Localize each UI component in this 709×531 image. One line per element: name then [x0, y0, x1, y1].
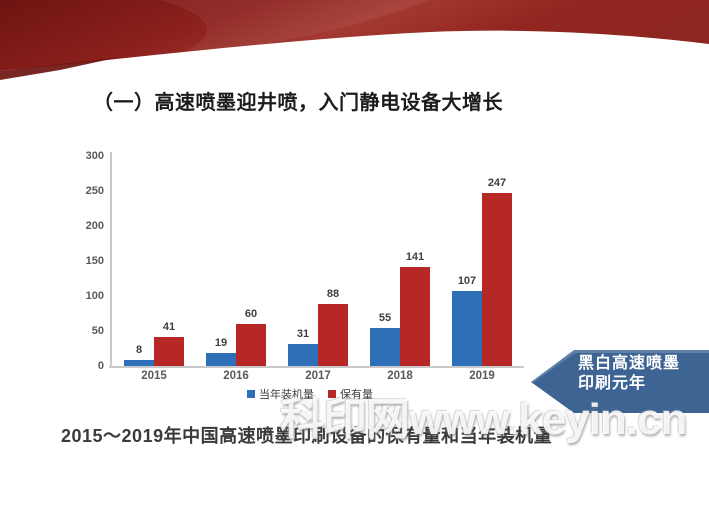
callout-banner: 黑白高速喷墨 印刷元年	[526, 347, 709, 414]
x-axis-line	[109, 366, 524, 368]
bar-当年装机量-2019	[452, 291, 482, 366]
x-tick-label-2015: 2015	[141, 370, 167, 382]
y-tick-label: 100	[85, 290, 104, 302]
bar-保有量-2019	[482, 193, 512, 366]
legend-swatch-icon	[247, 390, 255, 398]
bar-当年装机量-2016	[206, 352, 236, 366]
legend-label: 当年装机量	[259, 389, 314, 401]
bar-value-label: 141	[405, 251, 425, 264]
y-tick-label: 300	[85, 150, 104, 162]
callout-line2: 印刷元年	[578, 375, 647, 392]
bar-当年装机量-2018	[370, 327, 400, 366]
legend-item-保有量: 保有量	[328, 386, 373, 402]
bar-value-label: 60	[244, 308, 258, 320]
bar-保有量-2016	[236, 324, 266, 366]
banner-main-shape	[0, 0, 709, 71]
chart-legend: 当年装机量 保有量	[0, 386, 620, 402]
header-banner-graphic	[0, 0, 709, 80]
callout-line1: 黑白高速喷墨	[578, 355, 681, 372]
y-tick-label: 0	[97, 360, 104, 372]
bar-value-label: 247	[487, 177, 507, 190]
bar-value-label: 107	[457, 275, 477, 288]
x-tick-label-2017: 2017	[305, 370, 331, 382]
bar-value-label: 31	[296, 328, 310, 341]
bar-保有量-2017	[318, 304, 348, 366]
callout-text: 黑白高速喷墨 印刷元年	[578, 354, 680, 394]
x-tick-label-2018: 2018	[387, 370, 413, 382]
bar-value-label: 41	[162, 321, 176, 334]
y-tick-label: 200	[85, 220, 104, 232]
arrow-left-icon	[531, 350, 709, 413]
bar-value-label: 55	[378, 311, 392, 324]
bar-当年装机量-2015	[124, 360, 154, 366]
banner-sheen-shape	[160, 0, 430, 58]
bar-value-label: 88	[326, 288, 340, 301]
banner-left-streak	[0, 57, 120, 80]
legend-swatch-icon	[328, 390, 336, 398]
y-axis-line	[110, 152, 112, 367]
chart-caption: 2015～2019年中国高速喷墨印刷设备的保有量和当年装机量	[61, 426, 553, 446]
bar-保有量-2018	[400, 267, 430, 366]
legend-item-当年装机量: 当年装机量	[247, 386, 314, 402]
page-title: （一）高速喷墨迎井喷，入门静电设备大增长	[93, 92, 503, 114]
bar-value-label: 19	[214, 336, 228, 349]
legend-label: 保有量	[340, 389, 373, 401]
y-tick-label: 150	[85, 255, 104, 267]
y-tick-label: 50	[91, 325, 104, 337]
bar-value-label: 8	[135, 344, 143, 357]
x-tick-label-2016: 2016	[223, 370, 249, 382]
y-tick-label: 250	[85, 185, 104, 197]
x-tick-label-2019: 2019	[469, 370, 495, 382]
bar-保有量-2015	[154, 337, 184, 366]
bar-当年装机量-2017	[288, 344, 318, 366]
